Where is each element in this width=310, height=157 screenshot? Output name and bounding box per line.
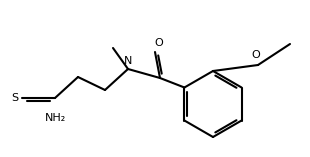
Text: S: S (11, 93, 18, 103)
Text: N: N (124, 56, 132, 66)
Text: O: O (155, 38, 163, 48)
Text: O: O (252, 50, 260, 60)
Text: NH₂: NH₂ (44, 113, 66, 123)
